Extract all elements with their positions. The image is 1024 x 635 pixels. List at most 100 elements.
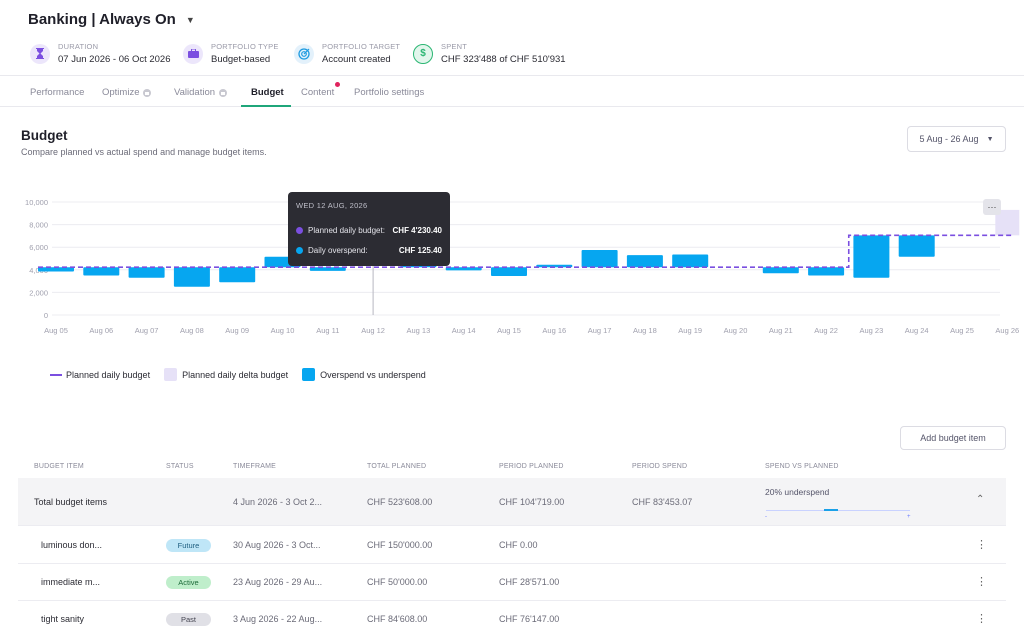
- column-header[interactable]: TOTAL PLANNED: [367, 463, 427, 470]
- tab-bar: Performance Optimize Validation Budget C…: [0, 76, 1024, 107]
- more-vertical-icon[interactable]: ⋮: [976, 576, 987, 588]
- timeframe: 30 Aug 2026 - 3 Oct...: [233, 540, 321, 550]
- table-row-total[interactable]: Total budget items 4 Jun 2026 - 3 Oct 2.…: [18, 478, 1006, 526]
- timeframe: 3 Aug 2026 - 22 Aug...: [233, 614, 323, 624]
- tab-validation[interactable]: Validation: [174, 87, 228, 98]
- spend-bar: [491, 267, 527, 277]
- x-tick-label: Aug 10: [271, 326, 295, 335]
- period-planned: CHF 28'571.00: [499, 577, 560, 587]
- status-badge: Active: [166, 576, 211, 589]
- add-budget-item-button[interactable]: Add budget item: [900, 426, 1006, 450]
- spend-bar: [762, 267, 799, 274]
- portfolio-title: Banking | Always On: [28, 11, 176, 28]
- total-period-planned: CHF 104'719.00: [499, 497, 565, 507]
- x-tick-label: Aug 08: [180, 326, 204, 335]
- x-tick-label: Aug 11: [316, 326, 339, 335]
- tab-label: Portfolio settings: [354, 87, 425, 98]
- meta-duration: DURATION 07 Jun 2026 - 06 Oct 2026: [30, 42, 171, 65]
- more-vertical-icon[interactable]: ⋮: [976, 539, 987, 551]
- more-vertical-icon[interactable]: ⋮: [976, 613, 987, 625]
- total-planned: CHF 150'000.00: [367, 540, 433, 550]
- column-header[interactable]: SPEND VS PLANNED: [765, 463, 839, 470]
- x-tick-label: Aug 07: [135, 326, 159, 335]
- date-range-value: 5 Aug - 26 Aug: [919, 134, 979, 144]
- timeframe: 23 Aug 2026 - 29 Au...: [233, 577, 323, 587]
- table-row[interactable]: luminous don... Future 30 Aug 2026 - 3 O…: [18, 527, 1006, 564]
- hourglass-icon: [30, 43, 50, 64]
- overspend-dot-icon: [296, 247, 303, 254]
- target-icon: [294, 43, 314, 64]
- y-tick-label: 6,000: [29, 243, 48, 252]
- legend-item-planned[interactable]: Planned daily budget: [50, 370, 150, 380]
- x-tick-label: Aug 24: [905, 326, 929, 335]
- active-tab-indicator: [241, 105, 291, 107]
- swatch-icon: [302, 368, 316, 381]
- x-tick-label: Aug 22: [814, 326, 838, 335]
- column-header[interactable]: TIMEFRAME: [233, 463, 277, 470]
- meta-portfolio-target: PORTFOLIO TARGET Account created: [294, 42, 400, 65]
- more-options-button[interactable]: ···: [983, 199, 1001, 215]
- meta-label: PORTFOLIO TARGET: [322, 42, 401, 51]
- budget-item-name[interactable]: luminous don...: [41, 540, 103, 550]
- budget-item-name[interactable]: immediate m...: [41, 577, 101, 587]
- meta-label: SPENT: [441, 42, 468, 51]
- tab-portfolio-settings[interactable]: Portfolio settings: [354, 87, 424, 98]
- y-tick-label: 2,000: [29, 288, 48, 297]
- chevron-up-icon[interactable]: ⌃: [976, 494, 985, 505]
- spend-track: [766, 510, 910, 511]
- spend-bar: [309, 267, 346, 271]
- chevron-down-icon: ▼: [986, 135, 994, 143]
- y-tick-label: 8,000: [29, 221, 48, 230]
- tab-label: Performance: [30, 87, 85, 98]
- spend-bar: [128, 267, 165, 278]
- chart-tooltip: WED 12 AUG, 2026 Planned daily budget: C…: [288, 192, 450, 266]
- legend-label: Planned daily delta budget: [182, 369, 289, 380]
- status-badge: Future: [166, 539, 211, 552]
- legend-item-delta[interactable]: Planned daily delta budget: [164, 368, 288, 381]
- x-tick-label: Aug 13: [407, 326, 431, 335]
- tab-performance[interactable]: Performance: [30, 87, 84, 98]
- x-tick-label: Aug 05: [44, 326, 68, 335]
- column-header[interactable]: PERIOD SPEND: [632, 463, 688, 470]
- legend-label: Planned daily budget: [66, 369, 151, 380]
- x-tick-label: Aug 06: [89, 326, 113, 335]
- y-tick-label: 10,000: [25, 198, 48, 207]
- total-planned: CHF 84'608.00: [367, 614, 428, 624]
- x-tick-label: Aug 12: [361, 326, 385, 335]
- x-tick-label: Aug 25: [950, 326, 974, 335]
- spend-bar: [853, 235, 890, 278]
- spend-bar: [626, 255, 663, 268]
- date-range-select[interactable]: 5 Aug - 26 Aug ▼: [907, 126, 1006, 152]
- spend-bar: [672, 254, 709, 268]
- x-tick-label: Aug 19: [678, 326, 702, 335]
- meta-value: Account created: [322, 54, 391, 65]
- legend-item-overspend[interactable]: Overspend vs underspend: [302, 368, 426, 381]
- column-header[interactable]: PERIOD PLANNED: [499, 463, 564, 470]
- x-tick-label: Aug 21: [769, 326, 793, 335]
- total-planned: CHF 50'000.00: [367, 577, 428, 587]
- overspend-marker: +: [907, 514, 911, 520]
- meta-value: 07 Jun 2026 - 06 Oct 2026: [58, 54, 171, 65]
- portfolio-title-dropdown[interactable]: Banking | Always On ▼: [28, 11, 195, 28]
- period-planned: CHF 76'147.00: [499, 614, 560, 624]
- section-title: Budget: [21, 128, 68, 143]
- column-header[interactable]: STATUS: [166, 463, 194, 470]
- x-tick-label: Aug 16: [542, 326, 566, 335]
- period-planned: CHF 0.00: [499, 540, 538, 550]
- spend-bar: [808, 267, 845, 276]
- tab-budget[interactable]: Budget: [251, 87, 284, 98]
- tooltip-label: Daily overspend:: [308, 246, 368, 255]
- x-tick-label: Aug 15: [497, 326, 521, 335]
- underspend-marker: -: [765, 514, 767, 520]
- table-row[interactable]: immediate m... Active 23 Aug 2026 - 29 A…: [18, 564, 1006, 601]
- tab-content[interactable]: Content: [301, 87, 334, 98]
- portfolio-icon: [183, 43, 203, 64]
- tooltip-label: Planned daily budget:: [308, 226, 385, 235]
- column-header[interactable]: BUDGET ITEM: [34, 463, 84, 470]
- table-row[interactable]: tight sanity Past 3 Aug 2026 - 22 Aug...…: [18, 601, 1006, 635]
- x-tick-label: Aug 23: [860, 326, 884, 335]
- tab-optimize[interactable]: Optimize: [102, 87, 152, 98]
- section-subtitle: Compare planned vs actual spend and mana…: [21, 147, 267, 157]
- budget-item-name[interactable]: tight sanity: [41, 614, 85, 624]
